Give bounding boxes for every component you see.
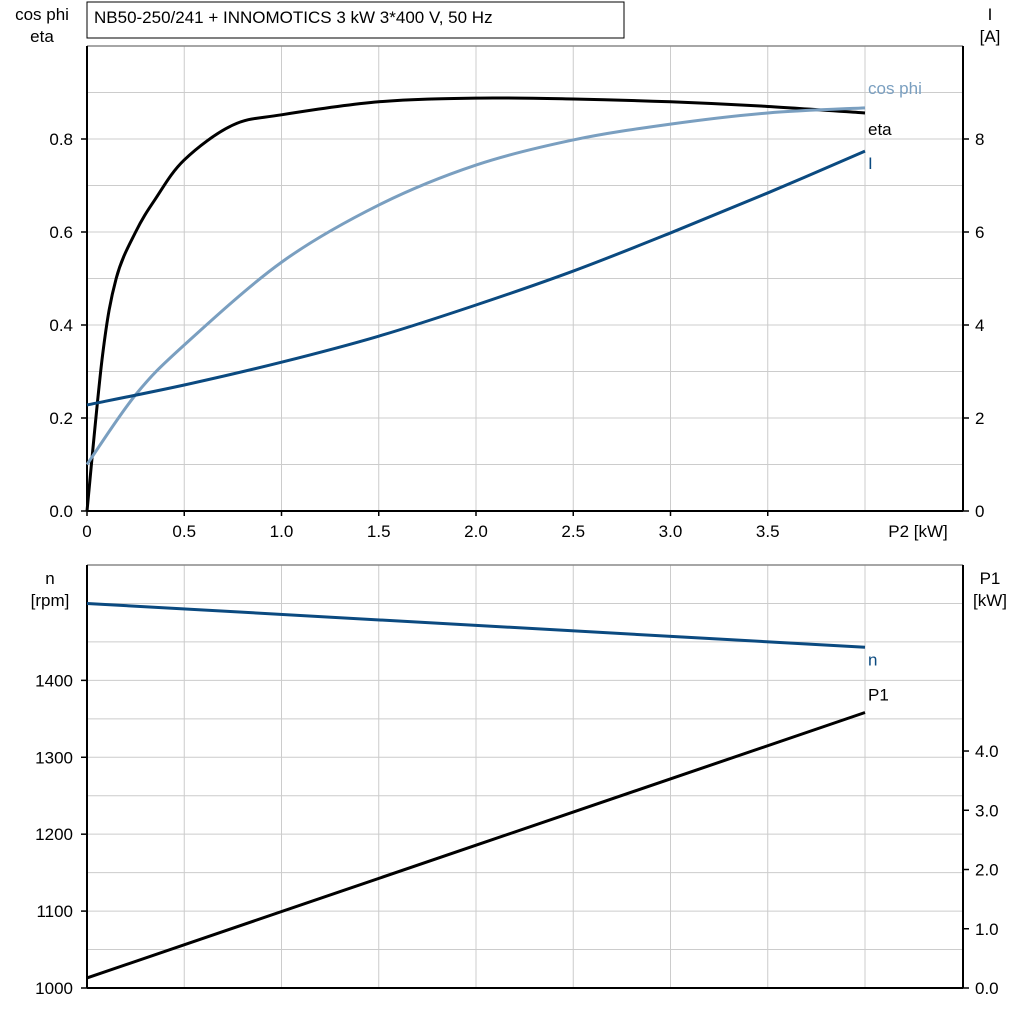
x-axis-title: P2 [kW] xyxy=(888,522,948,541)
right-tick-label: 0 xyxy=(975,502,984,521)
series-label-i: I xyxy=(868,154,873,173)
right-axis-title: P1 xyxy=(980,569,1001,588)
series-label-n: n xyxy=(868,650,877,669)
series-label-p1: P1 xyxy=(868,686,889,705)
x-tick-label: 0.5 xyxy=(172,522,196,541)
left-axis-title: cos phi xyxy=(15,5,69,24)
left-tick-label: 0.0 xyxy=(49,502,73,521)
left-tick-label: 0.2 xyxy=(49,409,73,428)
right-tick-label: 3.0 xyxy=(975,801,999,820)
right-tick-label: 4.0 xyxy=(975,742,999,761)
right-tick-label: 1.0 xyxy=(975,920,999,939)
right-tick-label: 2.0 xyxy=(975,861,999,880)
right-axis-title: [A] xyxy=(980,27,1001,46)
right-axis-title: I xyxy=(988,5,993,24)
left-tick-label: 1000 xyxy=(35,979,73,998)
title-box xyxy=(86,1,625,39)
series-line-n xyxy=(86,601,866,649)
x-tick-label: 2.5 xyxy=(561,522,585,541)
right-tick-label: 2 xyxy=(975,409,984,428)
left-tick-label: 1400 xyxy=(35,671,73,690)
left-tick-label: 1100 xyxy=(36,902,73,921)
x-tick-label: 3.5 xyxy=(756,522,780,541)
left-axis-title: n xyxy=(45,569,54,588)
left-tick-label: 1200 xyxy=(35,825,73,844)
right-tick-label: 4 xyxy=(975,316,984,335)
chart-title: NB50-250/241 + INNOMOTICS 3 kW 3*400 V, … xyxy=(94,8,493,27)
x-tick-label: 0 xyxy=(82,522,91,541)
left-tick-label: 1300 xyxy=(35,748,73,767)
series-label-cos-phi: cos phi xyxy=(868,79,922,98)
right-tick-label: 0.0 xyxy=(975,979,999,998)
series-line-cos-phi xyxy=(85,106,866,466)
right-tick-label: 8 xyxy=(975,130,984,149)
series-line-p1 xyxy=(86,711,866,980)
right-axis-title: [kW] xyxy=(973,591,1007,610)
series-label-eta: eta xyxy=(868,120,892,139)
series-line-i xyxy=(86,149,866,407)
x-tick-label: 1.5 xyxy=(367,522,391,541)
left-tick-label: 0.8 xyxy=(49,130,73,149)
left-tick-label: 0.4 xyxy=(49,316,73,335)
x-tick-label: 3.0 xyxy=(659,522,683,541)
left-axis-title: [rpm] xyxy=(31,591,70,610)
x-tick-label: 1.0 xyxy=(270,522,294,541)
left-axis-title: eta xyxy=(30,27,54,46)
right-tick-label: 6 xyxy=(975,223,984,242)
x-tick-label: 2.0 xyxy=(464,522,488,541)
series-line-eta xyxy=(85,96,866,512)
left-tick-label: 0.6 xyxy=(49,223,73,242)
